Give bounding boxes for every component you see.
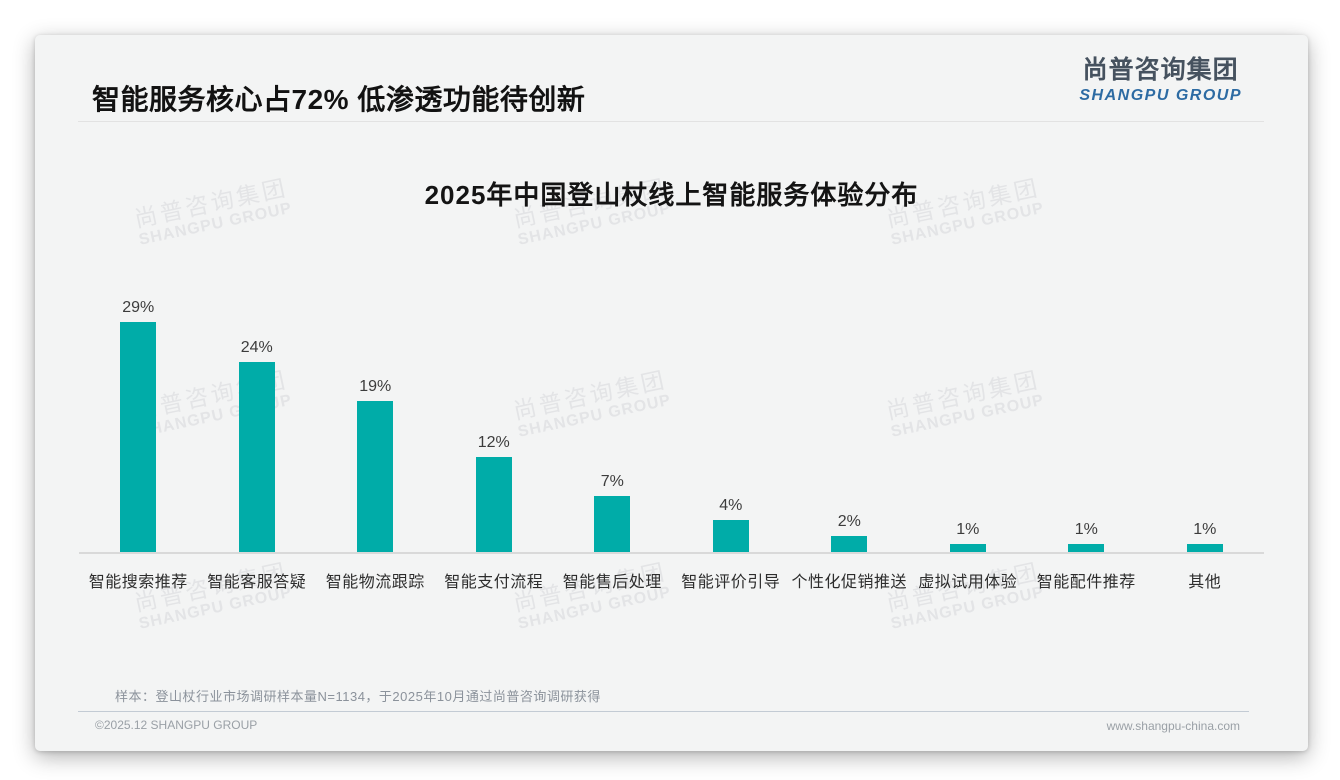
- bar-group: 1%: [909, 292, 1028, 552]
- bar: [120, 322, 157, 552]
- bar-value-label: 4%: [719, 497, 743, 514]
- bar-group: 12%: [435, 292, 554, 552]
- category-label: 其他: [1188, 574, 1222, 591]
- bar-value-label: 19%: [359, 378, 392, 395]
- category-label: 智能客服答疑: [207, 574, 307, 591]
- bar-value-label: 1%: [956, 521, 980, 538]
- slide-card: 尚普咨询集团 SHANGPU GROUP 尚普咨询集团 SHANGPU GROUP 尚普…: [35, 35, 1308, 751]
- bar-value-label: 7%: [600, 473, 624, 490]
- bar: [475, 457, 512, 552]
- bar: [1068, 544, 1105, 552]
- page-title: 智能服务核心占72% 低渗透功能待创新: [92, 84, 586, 115]
- category-label: 智能搜索推荐: [88, 574, 188, 591]
- category-label: 虚拟试用体验: [918, 574, 1018, 591]
- bar: [1186, 544, 1223, 552]
- logo-english-text: SHANGPU GROUP: [1079, 86, 1242, 104]
- bar: [712, 520, 749, 552]
- sample-note: 样本：登山杖行业市场调研样本量N=1134，于2025年10月通过尚普咨询调研获…: [115, 689, 601, 704]
- bar-value-label: 2%: [837, 513, 861, 530]
- bar-group: 7%: [553, 292, 672, 552]
- bar-group: 1%: [1027, 292, 1146, 552]
- category-label: 智能售后处理: [562, 574, 662, 591]
- bar: [831, 536, 868, 552]
- bar-value-label: 1%: [1193, 521, 1217, 538]
- bar-group: 24%: [198, 292, 317, 552]
- bar-group: 1%: [1146, 292, 1265, 552]
- bar: [949, 544, 986, 552]
- category-label: 智能物流跟踪: [325, 574, 425, 591]
- category-label: 智能评价引导: [681, 574, 781, 591]
- bar-value-label: 29%: [122, 299, 155, 316]
- bar-value-label: 1%: [1074, 521, 1098, 538]
- logo-chinese-text: 尚普咨询集团: [1082, 56, 1239, 84]
- x-axis-labels: 智能搜索推荐 智能客服答疑 智能物流跟踪 智能支付流程 智能售后处理 智能评价引导 个性化促…: [79, 568, 1264, 592]
- category-label: 智能支付流程: [444, 574, 544, 591]
- website-link[interactable]: www.shangpu-china.com: [1106, 719, 1240, 733]
- bar-group: 2%: [790, 292, 909, 552]
- bar: [238, 362, 275, 552]
- bar-group: 29%: [79, 292, 198, 552]
- copyright-text: ©2025.12 SHANGPU GROUP: [95, 718, 258, 732]
- bar-group: 19%: [316, 292, 435, 552]
- plot-area: 29% 24% 19% 12% 7% 4% 2% 1% 1% 1%: [79, 292, 1264, 554]
- bar-group: 4%: [672, 292, 791, 552]
- bar-value-label: 24%: [240, 339, 273, 356]
- bar-value-label: 12%: [477, 434, 510, 451]
- header-divider: [78, 121, 1264, 122]
- bar: [357, 401, 394, 552]
- bar: [594, 496, 631, 552]
- category-label: 智能配件推荐: [1036, 574, 1136, 591]
- company-logo: 尚普咨询集团 SHANGPU GROUP: [1079, 56, 1242, 104]
- chart-title: 2025年中国登山杖线上智能服务体验分布: [424, 180, 919, 210]
- footer-divider: [78, 711, 1249, 712]
- category-label: 个性化促销推送: [791, 574, 907, 591]
